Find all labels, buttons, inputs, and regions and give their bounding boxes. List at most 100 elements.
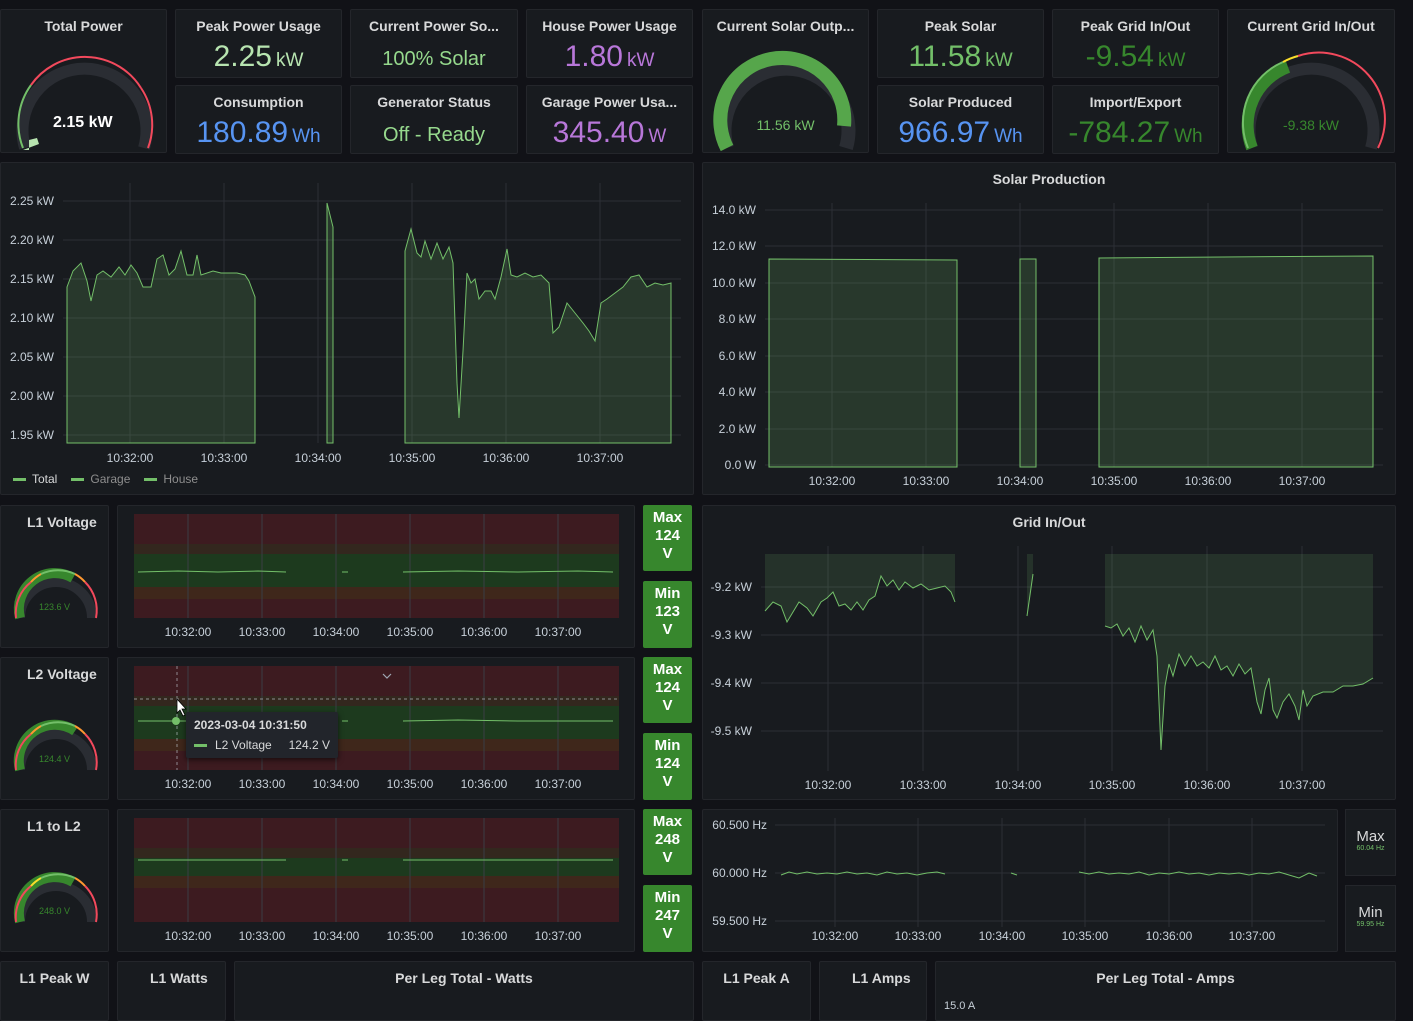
- current-grid-panel[interactable]: Current Grid In/Out -9.38 kW: [1227, 9, 1395, 153]
- stat-value: 345.40: [552, 116, 645, 149]
- solar-output-gauge: [713, 50, 856, 152]
- power-timeseries-chart: 2.25 kW 2.20 kW 2.15 kW 2.10 kW 2.05 kW …: [10, 183, 681, 465]
- stat-value: Off - Ready: [383, 124, 485, 146]
- x-tick: 10:34:00: [995, 778, 1042, 792]
- l1-to-l2-max-stat[interactable]: Max 248 V: [643, 809, 692, 875]
- x-tick: 10:35:00: [1062, 929, 1109, 943]
- y-tick: 2.25 kW: [10, 194, 55, 208]
- panel-title: Per Leg Total - Amps: [1096, 970, 1235, 986]
- stat-unit: Wh: [1174, 126, 1203, 147]
- garage-power-usage-panel[interactable]: Garage Power Usa... 345.40 W: [526, 85, 693, 154]
- l2-voltage-max-stat[interactable]: Max 124 V: [643, 657, 692, 723]
- y-tick: 12.0 kW: [712, 239, 757, 253]
- l1-to-l2-min-stat[interactable]: Min 247 V: [643, 885, 692, 952]
- x-tick: 10:35:00: [387, 929, 434, 943]
- frequency-min-stat[interactable]: Min 59.95 Hz: [1345, 885, 1396, 952]
- y-tick: 59.500 Hz: [712, 914, 767, 928]
- solar-produced-panel[interactable]: Solar Produced 966.97 Wh: [877, 85, 1044, 154]
- y-tick: -9.3 kW: [711, 628, 753, 642]
- peak-solar-panel[interactable]: Peak Solar 11.58 kW: [877, 9, 1044, 78]
- x-tick: 10:36:00: [1146, 929, 1193, 943]
- grid-in-out-panel[interactable]: Grid In/Out -9.2 kW -9.3 kW -9.4 kW -9.5…: [702, 505, 1396, 800]
- stat-unit: Wh: [292, 126, 321, 147]
- x-tick: 10:32:00: [165, 625, 212, 639]
- x-tick: 10:35:00: [1091, 474, 1138, 488]
- x-tick: 10:33:00: [239, 929, 286, 943]
- generator-status-panel[interactable]: Generator Status Off - Ready: [350, 85, 518, 154]
- l1-voltage-timeseries-panel[interactable]: 10:32:00 10:33:00 10:34:00 10:35:00 10:36:0…: [117, 505, 635, 648]
- x-tick: 10:36:00: [461, 625, 508, 639]
- stat-unit: kW: [275, 50, 304, 71]
- consumption-panel[interactable]: Consumption 180.89 Wh: [175, 85, 342, 154]
- voltage-gauge: [13, 872, 98, 924]
- l1-watts-panel[interactable]: L1 Watts: [117, 961, 226, 1021]
- panel-title: L1 Peak A: [723, 970, 790, 986]
- l2-voltage-gauge-panel[interactable]: L2 Voltage 124.4 V: [0, 657, 109, 800]
- panel-title: Garage Power Usa...: [541, 94, 678, 110]
- x-tick: 10:34:00: [997, 474, 1044, 488]
- total-power-value: 2.15 kW: [53, 114, 113, 131]
- chart-legend: Total Garage House: [13, 472, 198, 486]
- y-tick: 60.000 Hz: [712, 866, 767, 880]
- y-tick: 2.20 kW: [10, 233, 55, 247]
- y-tick: 0.0 W: [725, 458, 757, 472]
- l2-voltage-min-stat[interactable]: Min 124 V: [643, 733, 692, 800]
- legend-item-house[interactable]: House: [144, 472, 198, 486]
- x-tick: 10:32:00: [107, 451, 154, 465]
- x-tick: 10:37:00: [1229, 929, 1276, 943]
- stat-value: 1.80: [564, 40, 623, 73]
- peak-power-usage-panel[interactable]: Peak Power Usage 2.25 kW: [175, 9, 342, 78]
- total-power-panel[interactable]: Total Power 2.15 kW: [0, 9, 167, 153]
- x-tick: 10:37:00: [1279, 474, 1326, 488]
- current-solar-output-panel[interactable]: Current Solar Outp... 11.56 kW: [702, 9, 869, 153]
- y-tick: 2.05 kW: [10, 350, 55, 364]
- x-tick: 10:36:00: [461, 929, 508, 943]
- x-tick: 10:32:00: [165, 777, 212, 791]
- x-tick: 10:34:00: [313, 929, 360, 943]
- l1-voltage-min-stat[interactable]: Min 123 V: [643, 581, 692, 648]
- y-tick: 2.15 kW: [10, 272, 55, 286]
- solar-production-chart: 14.0 kW 12.0 kW 10.0 kW 8.0 kW 6.0 kW 4.…: [712, 203, 1383, 488]
- stat-value: -784.27: [1068, 116, 1171, 149]
- stat-value: -9.54: [1085, 40, 1154, 73]
- stat-value: 11.58: [908, 40, 982, 73]
- current-power-source-panel[interactable]: Current Power So... 100% Solar: [350, 9, 518, 78]
- peak-grid-panel[interactable]: Peak Grid In/Out -9.54 kW: [1052, 9, 1219, 78]
- frequency-max-stat[interactable]: Max 60.04 Hz: [1345, 809, 1396, 876]
- panel-title: House Power Usage: [542, 18, 677, 34]
- x-tick: 10:37:00: [535, 929, 582, 943]
- x-tick: 10:37:00: [577, 451, 624, 465]
- voltage-gauge-value: 124.4 V: [38, 754, 71, 764]
- panel-title: Generator Status: [377, 94, 491, 110]
- y-tick: 8.0 kW: [719, 312, 757, 326]
- l1-peak-a-panel[interactable]: L1 Peak A: [702, 961, 811, 1021]
- l1-to-l2-gauge-panel[interactable]: L1 to L2 248.0 V: [0, 809, 109, 952]
- solar-production-panel[interactable]: Solar Production 14.0 kW 12.0 kW 10.0 kW…: [702, 162, 1396, 495]
- x-tick: 10:34:00: [979, 929, 1026, 943]
- panel-title: L1 Peak W: [19, 970, 90, 986]
- voltage-gauge: [13, 568, 98, 620]
- stat-value: 966.97: [898, 116, 991, 149]
- l1-to-l2-timeseries-panel[interactable]: 10:32:00 10:33:00 10:34:00 10:35:00 10:36:0…: [117, 809, 635, 952]
- l1-voltage-max-stat[interactable]: Max 124 V: [643, 505, 692, 571]
- per-leg-watts-panel[interactable]: Per Leg Total - Watts: [234, 961, 694, 1021]
- panel-title: Peak Grid In/Out: [1080, 18, 1191, 34]
- x-tick: 10:32:00: [165, 929, 212, 943]
- stat-unit: kW: [626, 50, 655, 71]
- legend-item-garage[interactable]: Garage: [71, 472, 130, 486]
- l1-voltage-gauge-panel[interactable]: L1 Voltage 123.6 V: [0, 505, 109, 648]
- panel-title: Current Power So...: [369, 18, 499, 34]
- legend-item-total[interactable]: Total: [13, 472, 57, 486]
- power-timeseries-panel[interactable]: 2.25 kW 2.20 kW 2.15 kW 2.10 kW 2.05 kW …: [0, 162, 694, 495]
- frequency-panel[interactable]: 60.500 Hz 60.000 Hz 59.500 Hz 10:32:00 10…: [702, 809, 1338, 952]
- import-export-panel[interactable]: Import/Export -784.27 Wh: [1052, 85, 1219, 154]
- grid-in-out-chart: -9.2 kW -9.3 kW -9.4 kW -9.5 kW 10:32:00…: [711, 546, 1383, 792]
- panel-title: Consumption: [213, 94, 304, 110]
- house-power-usage-panel[interactable]: House Power Usage 1.80 kW: [526, 9, 693, 78]
- x-tick: 10:37:00: [535, 777, 582, 791]
- tooltip-series: L2 Voltage: [215, 738, 272, 752]
- per-leg-amps-panel[interactable]: Per Leg Total - Amps 15.0 A: [935, 961, 1396, 1021]
- l1-peak-w-panel[interactable]: L1 Peak W: [0, 961, 109, 1021]
- x-tick: 10:35:00: [1089, 778, 1136, 792]
- l1-amps-panel[interactable]: L1 Amps: [819, 961, 927, 1021]
